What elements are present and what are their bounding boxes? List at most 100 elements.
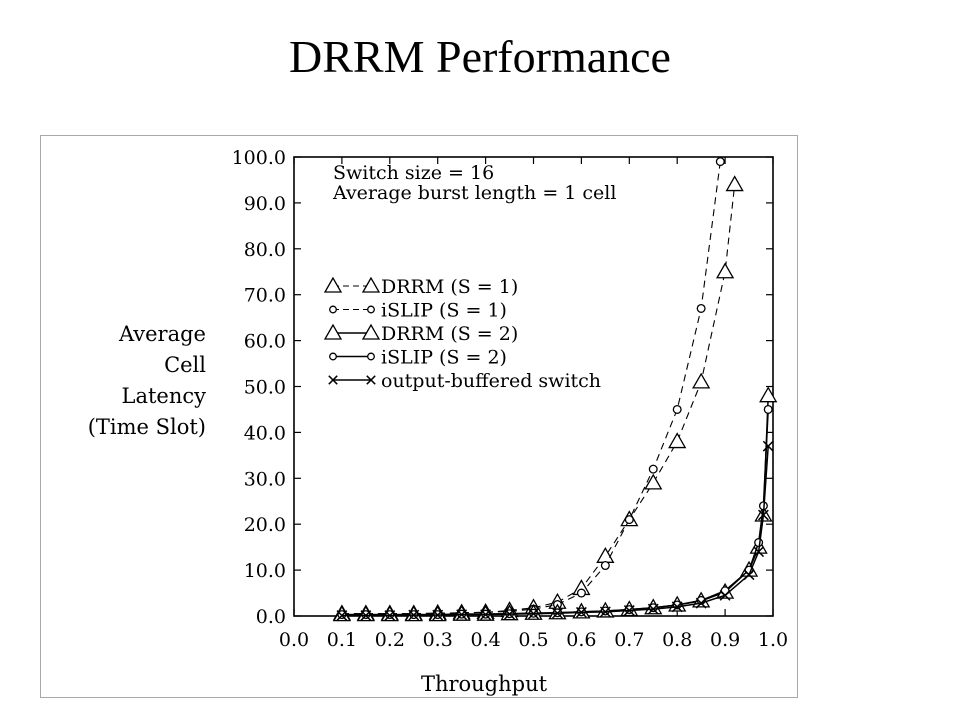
x-axis-label: Throughput <box>421 672 548 696</box>
series-line <box>341 395 769 616</box>
y-axis-label-line: (Time Slot) <box>88 415 206 439</box>
cross-stroke <box>719 589 731 601</box>
series-3 <box>332 386 778 622</box>
data-point <box>575 606 587 618</box>
legend-marker <box>323 323 343 340</box>
data-point <box>600 561 610 571</box>
legend-marker <box>328 375 338 385</box>
data-point <box>671 601 683 613</box>
legend-marker <box>361 276 381 293</box>
data-point <box>648 464 658 474</box>
y-tick-label: 60.0 <box>244 331 286 353</box>
y-axis-label-line: Latency <box>122 384 207 408</box>
data-point <box>743 569 755 581</box>
cross-stroke <box>757 509 769 521</box>
x-tick-label: 0.2 <box>375 629 405 651</box>
y-axis-label-line: Cell <box>164 353 206 377</box>
cross-stroke <box>528 608 539 620</box>
x-tick-label: 0.7 <box>614 629 644 651</box>
legend-entry: DRRM (S = 1) <box>323 276 518 298</box>
data-point <box>672 404 682 414</box>
y-tick-label: 40.0 <box>244 422 286 444</box>
x-tick-label: 0.4 <box>470 629 500 651</box>
y-tick-label: 0.0 <box>256 606 286 628</box>
data-point <box>725 175 744 192</box>
data-point <box>456 609 468 621</box>
y-tick-label: 50.0 <box>244 377 286 399</box>
cross-stroke <box>552 607 563 619</box>
series-line <box>341 409 769 616</box>
legend-marker <box>329 305 337 314</box>
data-point <box>576 588 586 598</box>
cross-stroke <box>743 569 755 581</box>
data-point <box>336 610 348 621</box>
y-axis-label: Average Cell Latency (Time Slot) <box>88 322 207 439</box>
cross-stroke <box>366 375 376 385</box>
legend-entry: DRRM (S = 2) <box>323 323 518 345</box>
legend-entry: iSLIP (S = 2) <box>329 347 507 369</box>
data-point <box>360 610 372 621</box>
data-point <box>648 603 658 613</box>
annotation-text: Average burst length = 1 cell <box>332 182 616 204</box>
cross-stroke <box>647 603 659 615</box>
y-tick-label: 10.0 <box>244 560 286 582</box>
data-point <box>754 538 764 548</box>
data-point <box>763 404 773 414</box>
data-point <box>696 303 706 313</box>
slide-title: DRRM Performance <box>289 31 671 82</box>
series-line <box>341 184 736 615</box>
cross-stroke <box>753 546 765 558</box>
series-line <box>341 161 721 615</box>
data-point <box>644 473 663 490</box>
cross-stroke <box>432 609 444 621</box>
cross-stroke <box>360 610 372 621</box>
data-point <box>692 372 711 389</box>
annotation-text: Switch size = 16 <box>333 162 494 184</box>
legend-marker <box>361 323 381 340</box>
data-point <box>599 606 611 618</box>
cross-stroke <box>384 610 396 621</box>
cross-stroke <box>762 440 774 452</box>
cross-stroke <box>480 609 492 621</box>
cross-stroke <box>671 601 683 613</box>
x-tick-label: 1.0 <box>758 629 788 651</box>
cross-stroke <box>504 608 515 620</box>
y-tick-label: 30.0 <box>244 468 286 490</box>
y-tick-label: 80.0 <box>244 239 286 261</box>
data-point <box>695 597 707 609</box>
series-1 <box>332 175 744 621</box>
cross-stroke <box>336 610 348 621</box>
data-point <box>762 440 774 452</box>
legend-label: DRRM (S = 2) <box>381 323 518 345</box>
chart-figure: 0.0 0.1 0.2 0.3 0.4 0.5 0.6 0.7 0.8 0.9 1.0 0.0 10.… <box>40 135 798 698</box>
y-axis-label-line: Average <box>118 322 206 346</box>
cross-stroke <box>456 609 468 621</box>
data-point <box>504 608 515 620</box>
cross-stroke <box>575 606 587 618</box>
latency-chart: 0.0 0.1 0.2 0.3 0.4 0.5 0.6 0.7 0.8 0.9 1.0 0.0 10.… <box>88 147 788 696</box>
legend-label: iSLIP (S = 1) <box>381 300 507 322</box>
x-tick-label: 0.1 <box>327 629 357 651</box>
x-tick-label: 0.6 <box>566 629 596 651</box>
legend-entry: iSLIP (S = 1) <box>329 300 507 322</box>
cross-stroke <box>408 609 420 621</box>
series-5 <box>336 440 774 621</box>
data-point <box>715 262 735 279</box>
y-tick-label: 90.0 <box>244 193 286 215</box>
y-tick-label: 20.0 <box>244 514 286 536</box>
data-point <box>552 607 563 619</box>
legend-label: DRRM (S = 1) <box>381 276 518 298</box>
x-tick-labels: 0.0 0.1 0.2 0.3 0.4 0.5 0.6 0.7 0.8 0.9 1.0 <box>279 629 788 651</box>
data-point <box>528 608 539 620</box>
legend-marker <box>329 352 337 361</box>
data-point <box>408 609 420 621</box>
legend-marker <box>367 305 375 314</box>
y-tick-label: 70.0 <box>244 285 286 307</box>
cross-stroke <box>599 606 611 618</box>
data-point <box>384 610 396 621</box>
y-tick-label: 100.0 <box>232 147 286 169</box>
x-tick-label: 0.3 <box>423 629 453 651</box>
data-point <box>432 609 444 621</box>
y-tick-labels: 0.0 10.0 20.0 30.0 40.0 50.0 60.0 70.0 80.0 90.0 1… <box>232 147 286 628</box>
x-tick-label: 0.5 <box>518 629 548 651</box>
